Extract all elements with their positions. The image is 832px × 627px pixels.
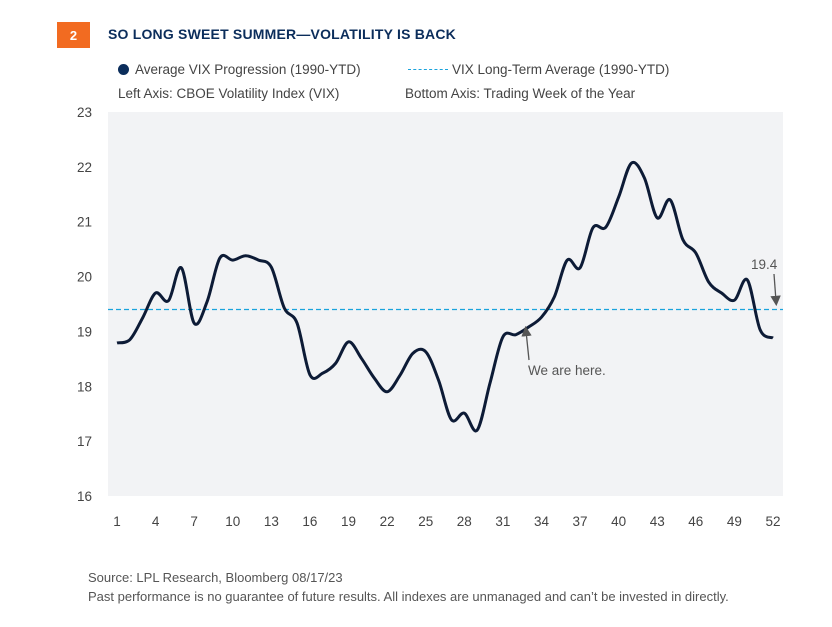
legend-dash-icon <box>408 69 448 70</box>
x-tick-label: 34 <box>534 514 550 529</box>
legend-series: Average VIX Progression (1990-YTD) <box>118 62 361 77</box>
x-tick-label: 46 <box>688 514 703 529</box>
y-tick-label: 18 <box>77 379 92 394</box>
x-tick-label: 25 <box>418 514 433 529</box>
y-tick-label: 16 <box>77 489 92 504</box>
legend-average: VIX Long-Term Average (1990-YTD) <box>408 62 669 77</box>
x-tick-label: 4 <box>152 514 160 529</box>
y-tick-label: 19 <box>77 324 92 339</box>
x-tick-label: 43 <box>650 514 665 529</box>
y-tick-label: 22 <box>77 160 92 175</box>
x-tick-label: 37 <box>573 514 588 529</box>
legend-average-label: VIX Long-Term Average (1990-YTD) <box>452 62 670 77</box>
we-are-here-arrow <box>521 325 532 361</box>
disclaimer: Past performance is no guarantee of futu… <box>88 589 729 604</box>
x-tick-label: 13 <box>264 514 279 529</box>
source-note: Source: LPL Research, Bloomberg 08/17/23 <box>88 570 343 585</box>
left-axis-note: Left Axis: CBOE Volatility Index (VIX) <box>118 86 340 101</box>
y-tick-label: 21 <box>77 215 92 230</box>
bottom-axis-note: Bottom Axis: Trading Week of the Year <box>405 86 636 101</box>
x-tick-label: 10 <box>225 514 240 529</box>
y-tick-label: 20 <box>77 270 92 285</box>
legend-dot-icon <box>118 64 129 75</box>
x-tick-label: 1 <box>113 514 121 529</box>
end-value-label: 19.4 <box>751 257 778 272</box>
x-tick-label: 22 <box>380 514 395 529</box>
chart-number-badge: 2 <box>57 22 90 48</box>
legend-series-label: Average VIX Progression (1990-YTD) <box>135 62 361 77</box>
x-tick-label: 52 <box>765 514 780 529</box>
x-tick-label: 28 <box>457 514 472 529</box>
x-tick-label: 31 <box>495 514 510 529</box>
x-tick-label: 19 <box>341 514 356 529</box>
x-tick-label: 40 <box>611 514 626 529</box>
x-tick-label: 16 <box>302 514 317 529</box>
chart-title: SO LONG SWEET SUMMER—VOLATILITY IS BACK <box>108 26 456 42</box>
x-tick-label: 7 <box>190 514 198 529</box>
plot-area <box>108 112 783 496</box>
vix-series-line <box>116 160 774 433</box>
x-tick-label: 49 <box>727 514 742 529</box>
we-are-here-label: We are here. <box>528 363 606 378</box>
end-value-arrow <box>770 273 781 307</box>
y-tick-label: 17 <box>77 434 92 449</box>
y-tick-label: 23 <box>77 105 92 120</box>
